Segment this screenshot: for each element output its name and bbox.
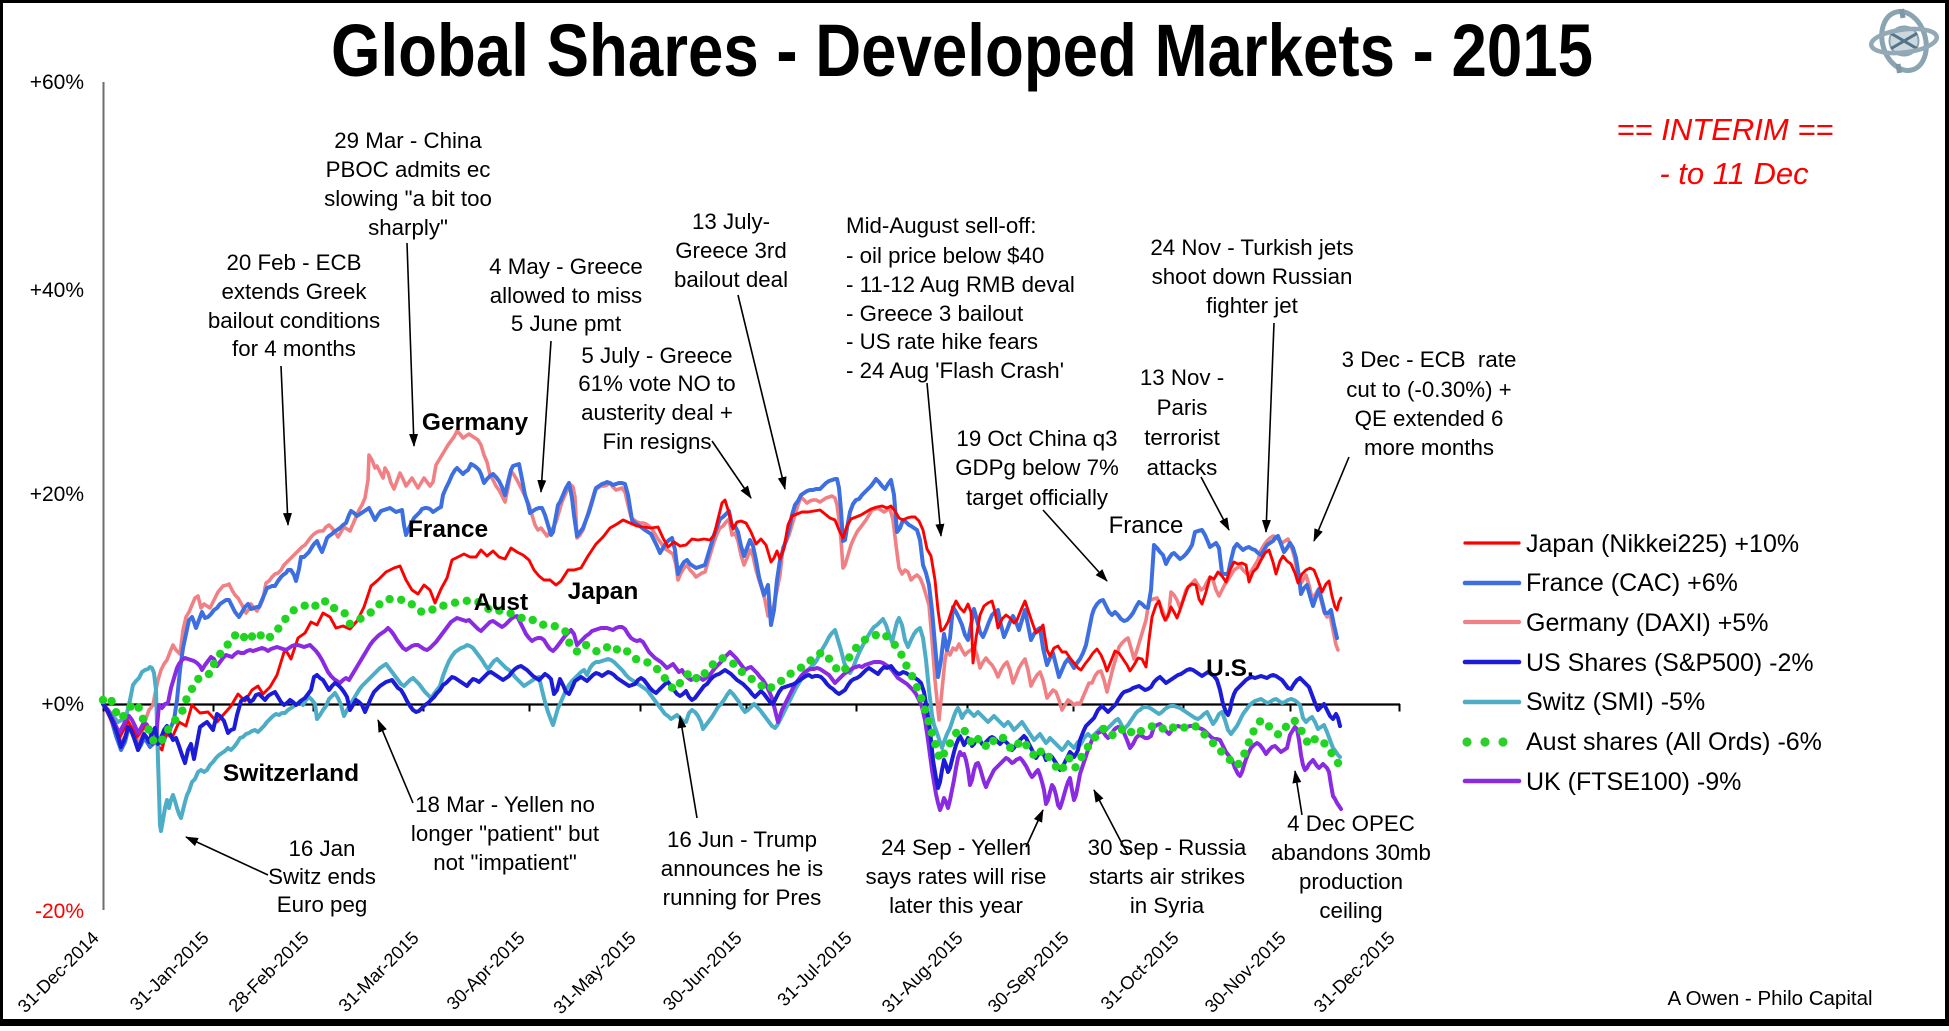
svg-text:France: France <box>1109 512 1184 539</box>
svg-text:allowed to miss: allowed to miss <box>490 283 642 308</box>
svg-text:Aust: Aust <box>474 589 528 616</box>
svg-text:PBOC admits ec: PBOC admits ec <box>326 157 491 182</box>
svg-text:Germany: Germany <box>422 409 529 436</box>
svg-text:Aust shares (All Ords) -6%: Aust shares (All Ords) -6% <box>1526 728 1822 756</box>
svg-text:30 Sep - Russia: 30 Sep - Russia <box>1088 835 1247 860</box>
svg-text:- 24 Aug 'Flash Crash': - 24 Aug 'Flash Crash' <box>846 358 1064 383</box>
svg-text:Japan: Japan <box>568 578 639 605</box>
svg-text:terrorist: terrorist <box>1144 425 1220 450</box>
svg-text:longer "patient" but: longer "patient" but <box>411 821 600 846</box>
svg-text:- to 11 Dec: - to 11 Dec <box>1659 156 1809 191</box>
svg-text:61% vote NO to: 61% vote NO to <box>578 371 735 396</box>
svg-text:slowing "a bit too: slowing "a bit too <box>324 186 492 211</box>
svg-text:- Greece 3 bailout: - Greece 3 bailout <box>846 301 1024 326</box>
svg-text:ceiling: ceiling <box>1319 898 1382 923</box>
svg-text:cut to (-0.30%) +: cut to (-0.30%) + <box>1346 377 1511 402</box>
svg-text:fighter jet: fighter jet <box>1206 293 1299 318</box>
svg-text:shoot down Russian: shoot down Russian <box>1152 264 1353 289</box>
svg-text:19 Oct China q3: 19 Oct China q3 <box>956 426 1117 451</box>
svg-text:bailout conditions: bailout conditions <box>208 308 380 333</box>
svg-text:-20%: -20% <box>35 900 84 923</box>
svg-text:target officially: target officially <box>966 485 1109 510</box>
svg-text:US Shares (S&P500) -2%: US Shares (S&P500) -2% <box>1526 649 1814 677</box>
svg-text:running for Pres: running for Pres <box>663 885 822 910</box>
svg-text:18 Mar - Yellen no: 18 Mar - Yellen no <box>415 792 595 817</box>
svg-text:- 11-12 Aug RMB deval: - 11-12 Aug RMB deval <box>846 272 1075 297</box>
svg-text:Switz ends: Switz ends <box>268 864 376 889</box>
svg-text:+40%: +40% <box>30 279 84 302</box>
svg-text:France (CAC) +6%: France (CAC) +6% <box>1526 569 1738 597</box>
svg-text:13 July-: 13 July- <box>692 209 770 234</box>
svg-text:Germany (DAXI) +5%: Germany (DAXI) +5% <box>1526 609 1768 637</box>
svg-text:QE extended 6: QE extended 6 <box>1355 406 1504 431</box>
svg-text:24 Sep - Yellen: 24 Sep - Yellen <box>881 835 1031 860</box>
svg-text:+0%: +0% <box>41 693 84 716</box>
svg-text:announces he is: announces he is <box>661 856 823 881</box>
svg-text:- US rate hike fears: - US rate hike fears <box>846 329 1038 354</box>
svg-text:France: France <box>408 516 488 543</box>
svg-text:16 Jan: 16 Jan <box>289 836 356 861</box>
svg-text:GDPg below 7%: GDPg below 7% <box>955 455 1119 480</box>
svg-text:austerity deal +: austerity deal + <box>581 400 733 425</box>
svg-text:not "impatient": not "impatient" <box>433 850 577 875</box>
svg-text:production: production <box>1299 869 1403 894</box>
svg-text:in Syria: in Syria <box>1130 893 1205 918</box>
svg-text:more months: more months <box>1364 435 1494 460</box>
svg-text:Euro peg: Euro peg <box>277 892 368 917</box>
svg-text:+20%: +20% <box>30 483 84 506</box>
svg-text:Global Shares - Developed Mark: Global Shares - Developed Markets - 2015 <box>331 9 1593 92</box>
svg-text:Fin resigns: Fin resigns <box>602 429 711 454</box>
svg-text:extends Greek: extends Greek <box>221 279 367 304</box>
svg-text:4 Dec OPEC: 4 Dec OPEC <box>1287 811 1415 836</box>
svg-text:13 Nov -: 13 Nov - <box>1140 365 1224 390</box>
svg-text:16 Jun - Trump: 16 Jun - Trump <box>667 827 817 852</box>
svg-text:for 4 months: for 4 months <box>232 336 356 361</box>
svg-text:Switzerland: Switzerland <box>223 760 359 787</box>
svg-text:bailout deal: bailout deal <box>674 267 788 292</box>
svg-text:20 Feb - ECB: 20 Feb - ECB <box>226 250 361 275</box>
svg-text:24 Nov - Turkish jets: 24 Nov - Turkish jets <box>1150 235 1353 260</box>
svg-text:abandons 30mb: abandons 30mb <box>1271 840 1431 865</box>
svg-text:U.S.: U.S. <box>1206 655 1254 682</box>
svg-text:== INTERIM ==: == INTERIM == <box>1616 112 1833 147</box>
svg-text:UK (FTSE100) -9%: UK (FTSE100) -9% <box>1526 768 1741 796</box>
svg-text:A Owen - Philo Capital: A Owen - Philo Capital <box>1667 987 1872 1010</box>
svg-text:Mid-August sell-off:: Mid-August sell-off: <box>846 213 1036 238</box>
svg-text:5 June pmt: 5 June pmt <box>511 311 622 336</box>
svg-text:Greece 3rd: Greece 3rd <box>675 238 787 263</box>
svg-text:says rates will rise: says rates will rise <box>866 864 1047 889</box>
svg-text:29 Mar - China: 29 Mar - China <box>334 128 482 153</box>
svg-text:sharply": sharply" <box>368 215 448 240</box>
svg-text:Switz (SMI) -5%: Switz (SMI) -5% <box>1526 688 1705 716</box>
svg-text:- oil price below $40: - oil price below $40 <box>846 243 1044 268</box>
svg-text:+60%: +60% <box>30 71 84 94</box>
svg-text:4 May - Greece: 4 May - Greece <box>489 254 643 279</box>
svg-text:Japan (Nikkei225) +10%: Japan (Nikkei225) +10% <box>1526 530 1799 558</box>
svg-text:later this year: later this year <box>889 893 1023 918</box>
svg-text:Paris: Paris <box>1157 395 1208 420</box>
svg-text:5 July - Greece: 5 July - Greece <box>581 343 732 368</box>
svg-text:starts air strikes: starts air strikes <box>1089 864 1245 889</box>
svg-text:attacks: attacks <box>1147 455 1218 480</box>
svg-text:3 Dec - ECB rate: 3 Dec - ECB rate <box>1342 347 1517 372</box>
